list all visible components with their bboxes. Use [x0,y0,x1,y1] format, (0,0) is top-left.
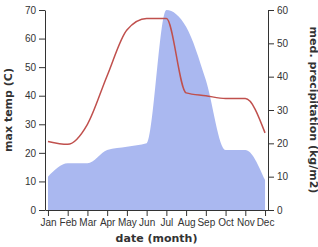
tick: Sep [197,210,215,228]
tick: Jun [139,210,155,228]
tick: 50 [268,38,289,49]
tick-mark [39,210,45,211]
marks [48,10,265,210]
tick: Jan [40,210,56,228]
tick: 40 [25,90,45,101]
tick-label: 10 [277,171,289,182]
tick: 60 [25,33,45,44]
tick-label: 60 [277,5,289,16]
tick-label: 10 [25,176,37,187]
tick-label: Mar [79,217,97,228]
tick: 70 [25,5,45,16]
tick-mark [268,10,274,11]
x-axis: Jan FebMarAprMayJun Jul AugSepOctNovDec [40,210,274,228]
plot-area: JanFebMarAprMayJunJulAugSepOctNovDec0102… [25,5,289,228]
tick-mark [268,177,274,178]
tick-label: 0 [30,205,36,216]
y-axis-title: max temp (C) [2,68,15,152]
tick-label: 50 [277,38,289,49]
tick: Mar [79,210,97,228]
tick: 60 [268,5,289,16]
tick-mark [39,181,45,182]
tick-label: Sep [197,217,215,228]
precipitation-area [48,10,265,210]
tick-mark [166,210,167,216]
tick-mark [265,210,266,216]
axis-line [46,210,269,211]
tick-mark [39,96,45,97]
tick-label: 70 [25,5,37,16]
y2-axis: 0 10 20 30 40 50 60 [268,5,289,216]
tick-mark [268,143,274,144]
tick-mark [186,210,187,216]
tick-mark [107,210,108,216]
y2-axis-title: med. precipitation (kg/m2) [307,27,318,194]
tick-label: May [118,217,137,228]
y-axis: 0 10 20 30 40 50 60 70 [25,5,46,216]
tick-label: Jan [40,217,56,228]
tick-label: 20 [277,138,289,149]
tick-label: Oct [218,217,234,228]
tick: 20 [268,138,289,149]
tick-mark [39,124,45,125]
tick: 30 [268,105,289,116]
tick: May [118,210,137,228]
tick-mark [268,77,274,78]
tick-label: 40 [277,71,289,82]
tick-mark [68,210,69,216]
tick-label: 30 [25,119,37,130]
temperature-line [48,19,265,145]
tick: Aug [178,210,196,228]
tick: Apr [100,210,116,228]
tick: 0 [268,205,283,216]
tick-mark [39,67,45,68]
tick-label: Aug [178,217,196,228]
tick: Oct [218,210,234,228]
tick-mark [39,10,45,11]
tick: Dec [257,210,275,228]
tick-mark [48,210,49,216]
x-axis-title: date (month) [116,232,198,245]
tick-label: 50 [25,62,37,73]
tick-mark [268,210,274,211]
tick: Jul [160,210,173,228]
tick-mark [206,210,207,216]
tick: 10 [25,176,45,187]
tick-label: Nov [237,217,255,228]
tick: 10 [268,171,289,182]
tick-label: 0 [277,205,283,216]
chart: JanFebMarAprMayJunJulAugSepOctNovDec0102… [0,0,318,247]
tick-label: Jul [160,217,173,228]
tick-mark [268,43,274,44]
tick-mark [127,210,128,216]
tick-mark [39,153,45,154]
tick-mark [245,210,246,216]
tick-mark [268,110,274,111]
tick: 40 [268,71,289,82]
tick-mark [87,210,88,216]
tick-mark [147,210,148,216]
tick-mark [226,210,227,216]
tick-label: Feb [60,217,78,228]
axis-line [45,11,46,211]
tick-mark [39,39,45,40]
tick-label: 40 [25,90,37,101]
tick: Feb [60,210,78,228]
tick-label: 60 [25,33,37,44]
tick: 30 [25,119,45,130]
tick: 0 [30,205,45,216]
tick: 50 [25,62,45,73]
tick: Nov [237,210,255,228]
tick-label: Jun [139,217,155,228]
tick-label: Apr [100,217,116,228]
tick-label: 20 [25,148,37,159]
tick-label: 30 [277,105,289,116]
tick-label: Dec [257,217,275,228]
tick: 20 [25,148,45,159]
